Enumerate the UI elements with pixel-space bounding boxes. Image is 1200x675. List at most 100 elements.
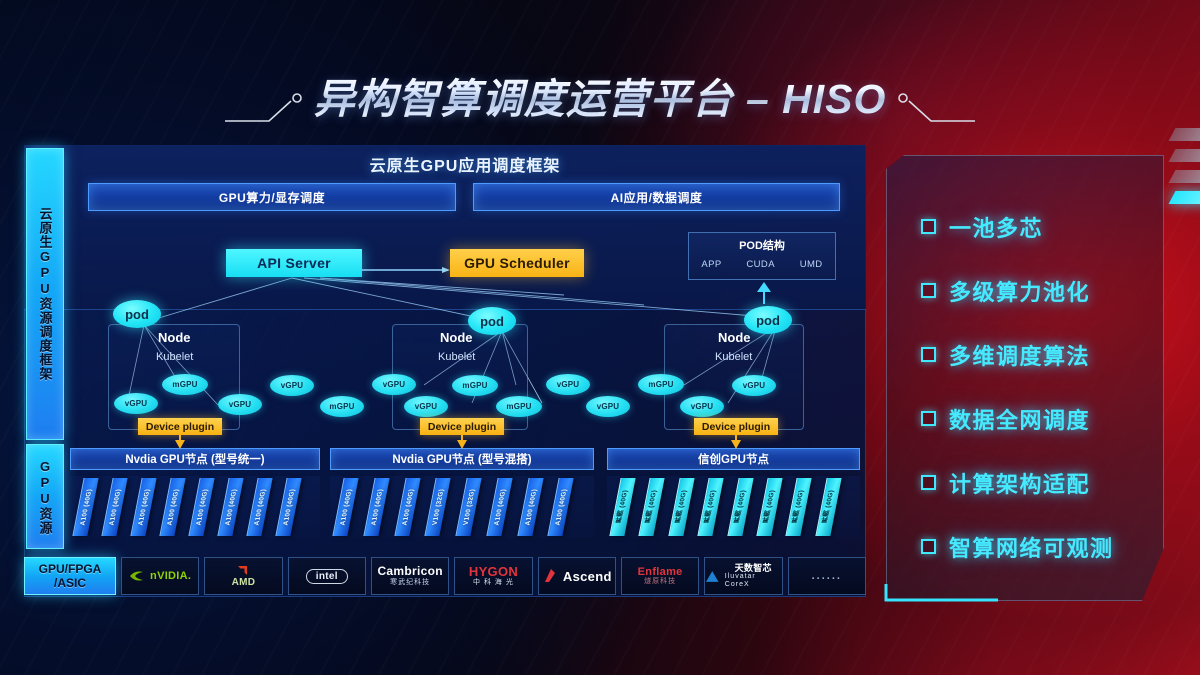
gpu-chip[interactable]: vGPU — [270, 375, 314, 396]
top-bar-ai-data[interactable]: AI应用/数据调度 — [473, 183, 840, 211]
vendor-nvidia[interactable]: nVIDIA. — [121, 557, 200, 595]
gpu-card-label: 昇腾 (40G) — [674, 490, 689, 524]
gpu-card-zone-3: 昇腾 (40G) 昇腾 (40G) 昇腾 (40G) 昇腾 (40G) 昇腾 (40G)… — [607, 476, 860, 538]
vendor-ascend-label: Ascend — [562, 568, 612, 584]
device-plugin-2[interactable]: Device plugin — [420, 418, 504, 435]
gpu-card-label: 昇腾 (40G) — [821, 490, 835, 524]
feature-item-6[interactable]: 智算网络可观测 — [921, 522, 1163, 571]
gpu-card[interactable]: 昇腾 (40G) — [814, 478, 842, 536]
vendor-nvidia-label: nVIDIA. — [150, 570, 192, 582]
gpu-chip[interactable]: vGPU — [372, 374, 416, 395]
gpu-chip[interactable]: vGPU — [680, 396, 724, 417]
gpu-card[interactable]: 昇腾 (40G) — [609, 478, 636, 536]
vendor-cambricon[interactable]: Cambricon 寒武纪科技 — [370, 557, 450, 595]
gpu-card[interactable]: A100 (40G) — [72, 478, 99, 536]
feature-item-4[interactable]: 数据全网调度 — [921, 394, 1163, 443]
node-kubelet-3: Kubelet — [715, 351, 753, 363]
pod-layer-umd: UMD — [799, 259, 823, 270]
device-plugin-3[interactable]: Device plugin — [694, 418, 778, 435]
gpu-card[interactable]: 昇腾 (40G) — [668, 478, 695, 536]
vendor-iluvatar[interactable]: 天数智芯 Iluvatar CoreX — [704, 557, 783, 595]
gpu-chip[interactable]: vGPU — [586, 396, 630, 417]
feature-item-5[interactable]: 计算架构适配 — [921, 458, 1163, 507]
gpu-card[interactable]: A100 (40G) — [363, 478, 390, 536]
gpu-card[interactable]: 昇腾 (40G) — [756, 478, 783, 536]
gpu-chip[interactable]: mGPU — [162, 374, 208, 395]
vendor-more-label: ...... — [811, 570, 842, 582]
device-plugin-arrow-icon — [175, 435, 185, 449]
gpu-card[interactable]: A100 (40G) — [393, 478, 421, 536]
gpu-card[interactable]: A100 (40G) — [486, 478, 513, 536]
gpu-group-header-3[interactable]: 信创GPU节点 — [607, 448, 860, 470]
vendor-hygon-sub: 中 科 海 光 — [473, 579, 514, 587]
gpu-card[interactable]: A100 (40G) — [332, 478, 359, 536]
gpu-card-label: A100 (40G) — [165, 488, 181, 526]
vendor-amd[interactable]: AMD — [204, 557, 283, 595]
gpu-card[interactable]: A100 (40G) — [246, 478, 273, 536]
feature-label: 计算架构适配 — [949, 471, 1091, 497]
title-block: 异构智算调度运营平台 – HISO — [0, 62, 1200, 128]
gpu-card[interactable]: V100 (32G) — [455, 478, 482, 536]
gpu-chip[interactable]: mGPU — [452, 375, 498, 396]
rail-label-scheduling-framework: 云原生GPU资源调度框架 — [26, 148, 64, 440]
gpu-card[interactable]: V100 (32G) — [424, 478, 451, 536]
gpu-card-label: A100 (40G) — [523, 488, 538, 526]
rail-label-vendor-types: GPU/FPGA /ASIC — [24, 557, 116, 595]
gpu-card[interactable]: A100 (40G) — [275, 478, 302, 536]
vendor-enflame[interactable]: Enflame 燧原科技 — [620, 557, 700, 595]
vendor-rail-line1: GPU/FPGA — [38, 562, 102, 576]
vendor-intel[interactable]: intel — [287, 557, 366, 595]
gpu-card[interactable]: A100 (40G) — [159, 478, 186, 536]
gpu-card[interactable]: A100 (40G) — [101, 478, 128, 536]
checkbox-square-icon — [921, 219, 936, 234]
page-title: 异构智算调度运营平台 – HISO — [292, 65, 909, 125]
api-server-node[interactable]: API Server — [226, 249, 362, 277]
gpu-card-label: A100 (40G) — [281, 488, 297, 526]
gpu-card[interactable]: A100 (40G) — [516, 478, 544, 536]
vendor-ascend[interactable]: Ascend — [537, 557, 616, 595]
pod-badge-2[interactable]: pod — [468, 307, 516, 335]
gpu-card[interactable]: 昇腾 (40G) — [785, 478, 812, 536]
gpu-group-header-1[interactable]: Nvdia GPU节点 (型号统一) — [70, 448, 320, 470]
gpu-card-label: 昇腾 (40G) — [645, 490, 659, 524]
gpu-chip[interactable]: vGPU — [546, 374, 590, 395]
device-plugin-1[interactable]: Device plugin — [138, 418, 222, 435]
vendor-logo-bar: GPU/FPGA /ASIC nVIDIA. AMD intel Cambric… — [24, 557, 866, 595]
panel-deco-stripes-icon — [1168, 128, 1200, 246]
gpu-card[interactable]: A100 (40G) — [547, 478, 574, 536]
gpu-card-zone-1: A100 (40G) A100 (40G) A100 (40G) A100 (40G)… — [70, 476, 320, 538]
gpu-chip[interactable]: mGPU — [320, 396, 364, 417]
top-bar-gpu-compute[interactable]: GPU算力/显存调度 — [88, 183, 456, 211]
pod-structure-title: POD结构 — [739, 240, 785, 252]
features-panel: 一池多芯多级算力池化 多维调度算法 数据全网调度计算架构适配 智算网络可观测 — [886, 155, 1164, 601]
feature-item-2[interactable]: 多级算力池化 — [921, 266, 1163, 315]
vendor-more[interactable]: ...... — [787, 557, 866, 595]
pod-layer-cuda: CUDA — [746, 259, 775, 270]
gpu-chip[interactable]: vGPU — [114, 393, 158, 414]
gpu-card[interactable]: 昇腾 (40G) — [726, 478, 754, 536]
gpu-card[interactable]: A100 (40G) — [130, 478, 157, 536]
gpu-scheduler-node[interactable]: GPU Scheduler — [450, 249, 584, 277]
gpu-chip[interactable]: vGPU — [218, 394, 262, 415]
vendor-hygon[interactable]: HYGON 中 科 海 光 — [454, 557, 533, 595]
gpu-card[interactable]: 昇腾 (40G) — [697, 478, 724, 536]
feature-item-3[interactable]: 多维调度算法 — [921, 330, 1163, 379]
gpu-card-label: 昇腾 (40G) — [791, 490, 806, 524]
diagram-panel-title: 云原生GPU应用调度框架 — [369, 158, 561, 175]
node-kubelet-1: Kubelet — [156, 351, 194, 363]
gpu-card[interactable]: A100 (40G) — [188, 478, 215, 536]
feature-item-1[interactable]: 一池多芯 — [921, 202, 1163, 251]
gpu-card[interactable]: 昇腾 (40G) — [638, 478, 666, 536]
gpu-card-label: A100 (40G) — [554, 488, 569, 526]
gpu-chip[interactable]: vGPU — [732, 375, 776, 396]
gpu-group-header-2[interactable]: Nvdia GPU节点 (型号混搭) — [330, 448, 594, 470]
pod-badge-3[interactable]: pod — [744, 306, 792, 334]
gpu-chip[interactable]: mGPU — [496, 396, 542, 417]
checkbox-square-icon — [921, 283, 936, 298]
gpu-chip[interactable]: mGPU — [638, 374, 684, 395]
pod-badge-1[interactable]: pod — [113, 300, 161, 328]
features-list: 一池多芯多级算力池化 多维调度算法 数据全网调度计算架构适配 智算网络可观测 — [887, 156, 1163, 600]
gpu-chip[interactable]: vGPU — [404, 396, 448, 417]
feature-label: 智算网络可观测 — [949, 535, 1114, 561]
gpu-card[interactable]: A100 (40G) — [217, 478, 244, 536]
